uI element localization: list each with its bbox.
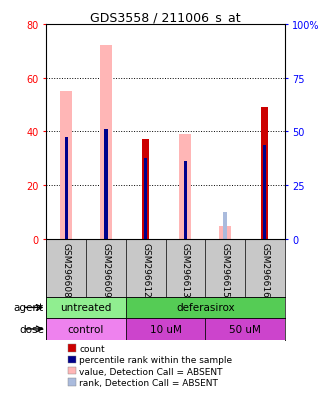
Bar	[46, 297, 126, 318]
Text: GSM296615: GSM296615	[220, 242, 230, 297]
Text: deferasirox: deferasirox	[176, 303, 235, 313]
Text: untreated: untreated	[60, 303, 112, 313]
Text: agent: agent	[14, 303, 44, 313]
Bar	[263, 145, 266, 240]
Title: GDS3558 / 211006_s_at: GDS3558 / 211006_s_at	[90, 11, 241, 24]
Bar	[144, 159, 147, 240]
Text: GSM296616: GSM296616	[260, 242, 269, 297]
Bar	[184, 161, 187, 240]
Bar	[46, 318, 126, 340]
Bar	[142, 140, 149, 240]
Text: GSM296609: GSM296609	[101, 242, 111, 297]
Text: GSM296608: GSM296608	[62, 242, 71, 297]
Bar	[261, 108, 268, 240]
Bar	[179, 135, 191, 240]
Bar	[219, 226, 231, 240]
Text: GSM296613: GSM296613	[181, 242, 190, 297]
Bar	[223, 213, 227, 240]
Text: dose: dose	[19, 324, 44, 334]
Bar	[104, 129, 108, 240]
Text: GSM296612: GSM296612	[141, 242, 150, 297]
Legend: count, percentile rank within the sample, value, Detection Call = ABSENT, rank, : count, percentile rank within the sample…	[68, 344, 232, 387]
Bar	[205, 318, 285, 340]
Text: 50 uM: 50 uM	[229, 324, 261, 334]
Bar	[65, 138, 68, 240]
Bar	[126, 297, 285, 318]
Text: control: control	[68, 324, 104, 334]
Bar	[126, 318, 205, 340]
Text: 10 uM: 10 uM	[150, 324, 181, 334]
Bar	[60, 92, 72, 240]
Bar	[100, 46, 112, 240]
